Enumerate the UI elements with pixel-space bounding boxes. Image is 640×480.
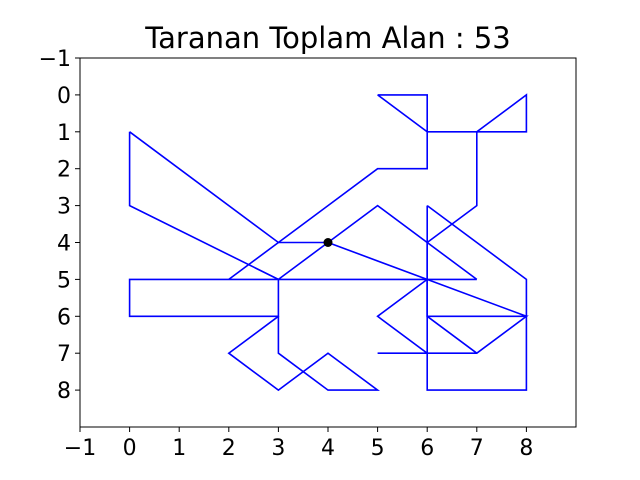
x-tick-label: 5 [371,436,385,461]
path-segment-9 [376,205,529,355]
path-segment-1 [128,131,279,281]
marker-layer [323,238,333,247]
y-tick-label: 2 [57,158,71,183]
chart-title: Taranan Toplam Alan : 53 [144,21,511,55]
x-tick-label: −1 [64,436,96,461]
x-tick-label: 4 [321,436,335,461]
x-axis: −1 0 1 2 3 4 5 6 7 8 [64,427,533,461]
y-tick-label: −1 [39,47,71,72]
x-tick-label: 8 [519,436,533,461]
y-axis: −1 0 1 2 3 4 5 6 7 8 [39,47,80,404]
y-tick-label: 1 [57,121,71,146]
x-tick-label: 3 [271,436,285,461]
path-segment-3 [228,131,429,281]
path-segment-8 [426,204,528,391]
y-tick-label: 5 [57,268,71,293]
path-segment-4 [377,94,429,134]
y-tick-label: 3 [57,195,71,220]
path-segment-2 [129,131,328,244]
path-segment-5 [426,93,528,244]
current-position-marker [323,238,333,247]
y-tick-label: 0 [57,84,71,109]
path-segment-11 [227,315,381,392]
x-tick-label: 2 [222,436,236,461]
path-segment-6 [128,241,477,318]
y-tick-label: 7 [57,342,71,367]
y-tick-label: 8 [57,379,71,404]
x-tick-label: 1 [172,436,186,461]
route-paths [128,93,529,392]
x-tick-label: 6 [420,436,434,461]
path-segment-10 [426,279,478,354]
y-tick-label: 6 [57,305,71,330]
x-tick-label: 7 [470,436,484,461]
y-tick-label: 4 [57,232,71,257]
x-tick-label: 0 [123,436,137,461]
